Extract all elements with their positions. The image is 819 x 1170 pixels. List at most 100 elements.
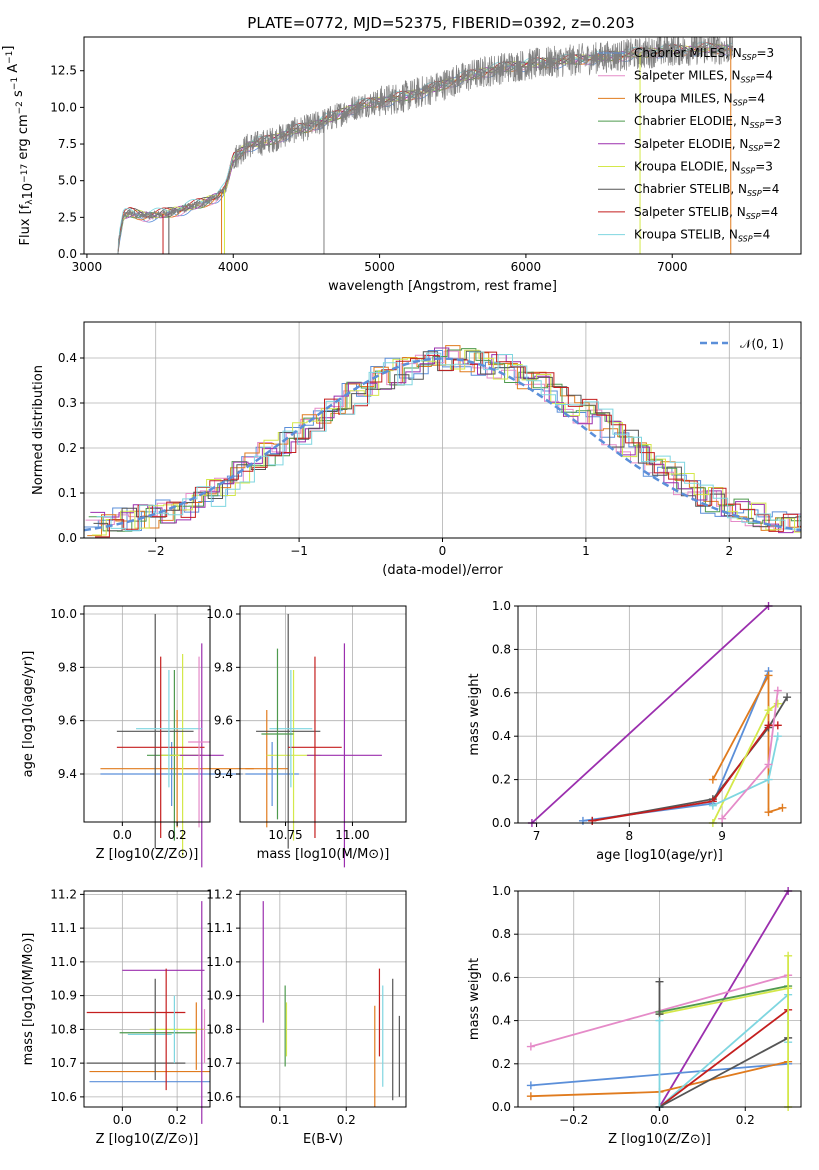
age-vs-mass-panel: 10.75 11.00 9.4 9.6 9.8 10.0 mass [log10(M/M⊙)…	[206, 605, 407, 868]
legend-label-main: Kroupa MILES, N	[634, 91, 733, 105]
y-axis-label-part: −17	[20, 164, 30, 183]
x-axis-label: Z [log10(Z/Z⊙)]	[608, 1132, 711, 1147]
y-tick-label: 0.3	[58, 396, 77, 410]
y-tick-label: 11.1	[50, 921, 77, 935]
weight-point-marker	[708, 775, 717, 784]
y-axis-label-part: ]	[1, 46, 16, 51]
weight-point-marker	[526, 1092, 535, 1101]
y-tick-label: 11.1	[206, 921, 233, 935]
legend-label: 𝒩(0, 1)	[740, 337, 784, 351]
legend-label-tail: =4	[762, 182, 780, 196]
weight-point-marker	[773, 732, 782, 741]
legend-label: Salpeter MILES, NSSP=4	[634, 69, 773, 85]
x-axis-label: wavelength [Angstrom, rest frame]	[328, 279, 557, 294]
y-tick-label: 10.8	[50, 1022, 77, 1036]
y-tick-label: 0.6	[492, 970, 511, 984]
legend-label-tail: =3	[756, 46, 774, 60]
observed-spectrum-line	[116, 37, 734, 254]
weight-point-marker	[764, 760, 773, 769]
y-axis-label-part: f	[18, 204, 33, 209]
histogram-step-line	[90, 347, 801, 534]
figure-title: PLATE=0772, MJD=52375, FIBERID=0392, z=0…	[247, 14, 634, 32]
legend-label-sub: SSP	[746, 212, 761, 221]
y-axis-label: Normed distribution	[31, 365, 46, 495]
axes-frame	[83, 36, 802, 255]
y-tick-label: 9.4	[214, 767, 233, 781]
histogram-step-line	[84, 350, 801, 531]
weight-series-line	[712, 674, 783, 814]
weight-point-marker	[764, 721, 773, 730]
legend-label-main: Salpeter STELIB, N	[634, 205, 746, 219]
legend-label-main: Kroupa ELODIE, N	[634, 160, 741, 174]
spectrum-lines	[116, 37, 734, 254]
y-tick-label: 9.6	[58, 714, 77, 728]
y-tick-label: 0.4	[58, 351, 77, 365]
legend-label: Kroupa MILES, NSSP=4	[634, 91, 765, 107]
y-tick-label: 10.0	[50, 607, 77, 621]
age-vs-metallicity-panel: 0.0 0.2 9.4 9.6 9.8 10.0 Z [log10(Z/Z⊙)] age [l…	[21, 605, 254, 868]
x-tick-label: 7000	[657, 260, 688, 274]
y-tick-label: 10.6	[206, 1090, 233, 1104]
x-tick-label: 4000	[218, 260, 249, 274]
y-axis-label-part: −1	[5, 51, 15, 64]
x-tick-label: 0.2	[168, 1113, 187, 1127]
y-axis-label-part: s	[11, 90, 26, 101]
residual-histogram-panel: −2 −1 0 1 2 0.0 0.1 0.2 0.3 0.4 (data-model)/error…	[31, 321, 802, 578]
weight-point-marker	[526, 1081, 535, 1090]
normal-curve	[83, 357, 802, 532]
y-tick-label: 0.8	[492, 927, 511, 941]
y-tick-label: 2.5	[58, 210, 77, 224]
y-tick-label: 11.0	[206, 955, 233, 969]
y-tick-label: 0.4	[492, 1014, 511, 1028]
x-tick-label: 5000	[364, 260, 395, 274]
x-axis-label: Z [log10(Z/Z⊙)]	[96, 1132, 199, 1147]
x-tick-label: 10.75	[268, 828, 302, 842]
weight-point-marker	[655, 1016, 664, 1025]
x-tick-label: −0.2	[559, 1113, 588, 1127]
y-tick-label: 11.2	[206, 887, 233, 901]
weight-series-line	[659, 985, 789, 1013]
legend-label: Salpeter STELIB, NSSP=4	[634, 205, 778, 221]
x-tick-label: 0.0	[650, 1113, 669, 1127]
y-axis-label-part: 10	[21, 183, 36, 200]
y-tick-label: 0.4	[492, 729, 511, 743]
histogram-step-line	[87, 345, 801, 537]
y-tick-label: 0.2	[58, 441, 77, 455]
x-axis-label: age [log10(age/yr)]	[596, 848, 723, 863]
legend-label-tail: =3	[764, 114, 782, 128]
y-tick-label: 0.8	[492, 642, 511, 656]
y-tick-label: 0.6	[492, 686, 511, 700]
legend-label-main: Chabrier ELODIE, N	[634, 114, 750, 128]
weight-series-line	[592, 696, 788, 822]
y-tick-label: 9.8	[214, 660, 233, 674]
legend-label-tail: =4	[753, 228, 771, 242]
y-axis-label-part: λ	[25, 199, 35, 205]
y-tick-label: 10.8	[206, 1022, 233, 1036]
weight-point-marker	[764, 775, 773, 784]
weight-point-marker	[784, 951, 793, 960]
histogram-step-line	[93, 350, 801, 532]
x-tick-label: 0	[439, 544, 447, 558]
weight-series-line	[658, 992, 789, 1108]
legend-label-sub: SSP	[742, 53, 757, 62]
weight-point-marker	[655, 977, 664, 986]
x-tick-label: 0.2	[736, 1113, 755, 1127]
weight-point-marker	[773, 721, 782, 730]
y-axis-label: mass weight	[467, 958, 482, 1040]
axes-frame	[239, 890, 407, 1108]
x-tick-label: −1	[290, 544, 308, 558]
mass-vs-metallicity-panel: 0.0 0.2 10.6 10.7 10.8 10.9 11.0 11.1 11.2 Z [log…	[21, 887, 211, 1147]
y-axis-label-part: −1	[10, 77, 20, 90]
y-tick-label: 0.0	[58, 247, 77, 261]
y-tick-label: 10.7	[206, 1056, 233, 1070]
x-tick-label: 0.2	[168, 828, 187, 842]
weight-point-marker	[764, 706, 773, 715]
y-tick-label: 0.2	[492, 773, 511, 787]
y-tick-label: 7.5	[58, 137, 77, 151]
legend-label-sub: SSP	[750, 121, 765, 130]
x-axis-label: (data-model)/error	[382, 563, 503, 578]
weight-point-marker	[764, 808, 773, 817]
legend-label-sub: SSP	[741, 76, 756, 85]
legend-label-sub: SSP	[741, 167, 756, 176]
